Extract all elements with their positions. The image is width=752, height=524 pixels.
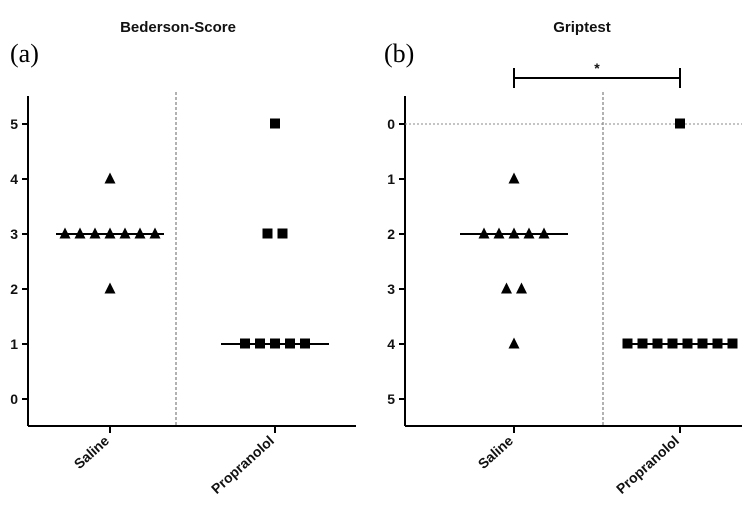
- y-tick-label: 2: [387, 226, 395, 242]
- y-tick-label: 3: [10, 226, 18, 242]
- data-point-square: [270, 118, 280, 129]
- y-tick-label: 5: [10, 116, 18, 132]
- panel-bederson-score: Bederson-Score (a) 0 1 2 3 4 5 Saline Proprano…: [10, 19, 356, 497]
- panel-label: (a): [10, 39, 39, 68]
- x-categories: Saline Propranolol: [475, 426, 682, 497]
- y-tick-label: 4: [10, 171, 18, 187]
- y-tick-label: 3: [387, 281, 395, 297]
- data-point-triangle: [104, 282, 116, 294]
- axes: [27, 92, 356, 427]
- data-points: [460, 118, 738, 349]
- data-point-triangle: [501, 282, 512, 294]
- data-point-triangle: [104, 172, 116, 184]
- panel-griptest: Griptest (b) 0 1 2 3 4 5 Saline Propranolol *: [384, 19, 742, 497]
- data-point-square: [277, 228, 288, 239]
- y-tick-label: 5: [387, 391, 395, 407]
- data-points: [56, 118, 329, 349]
- data-point-triangle: [516, 282, 527, 294]
- panel-label: (b): [384, 39, 414, 68]
- data-point-square: [262, 228, 273, 239]
- y-ticks: 0 1 2 3 4 5: [387, 116, 405, 407]
- significance-label: *: [594, 60, 600, 76]
- x-category-label: Saline: [71, 432, 113, 472]
- axes: [404, 92, 742, 427]
- data-point-square: [675, 118, 685, 129]
- x-category-label: Propranolol: [208, 432, 277, 496]
- chart-title: Griptest: [553, 19, 611, 36]
- data-point-triangle: [508, 172, 520, 184]
- y-tick-label: 1: [387, 171, 395, 187]
- y-tick-label: 0: [10, 391, 18, 407]
- x-categories: Saline Propranolol: [71, 426, 277, 497]
- y-tick-label: 0: [387, 116, 395, 132]
- data-point-triangle: [508, 337, 520, 349]
- significance-bracket: *: [513, 60, 681, 88]
- y-ticks: 0 1 2 3 4 5: [10, 116, 28, 407]
- x-category-label: Saline: [475, 432, 517, 472]
- y-tick-label: 1: [10, 336, 18, 352]
- y-tick-label: 4: [387, 336, 395, 352]
- chart-title: Bederson-Score: [120, 19, 236, 36]
- x-category-label: Propranolol: [613, 432, 682, 496]
- y-tick-label: 2: [10, 281, 18, 297]
